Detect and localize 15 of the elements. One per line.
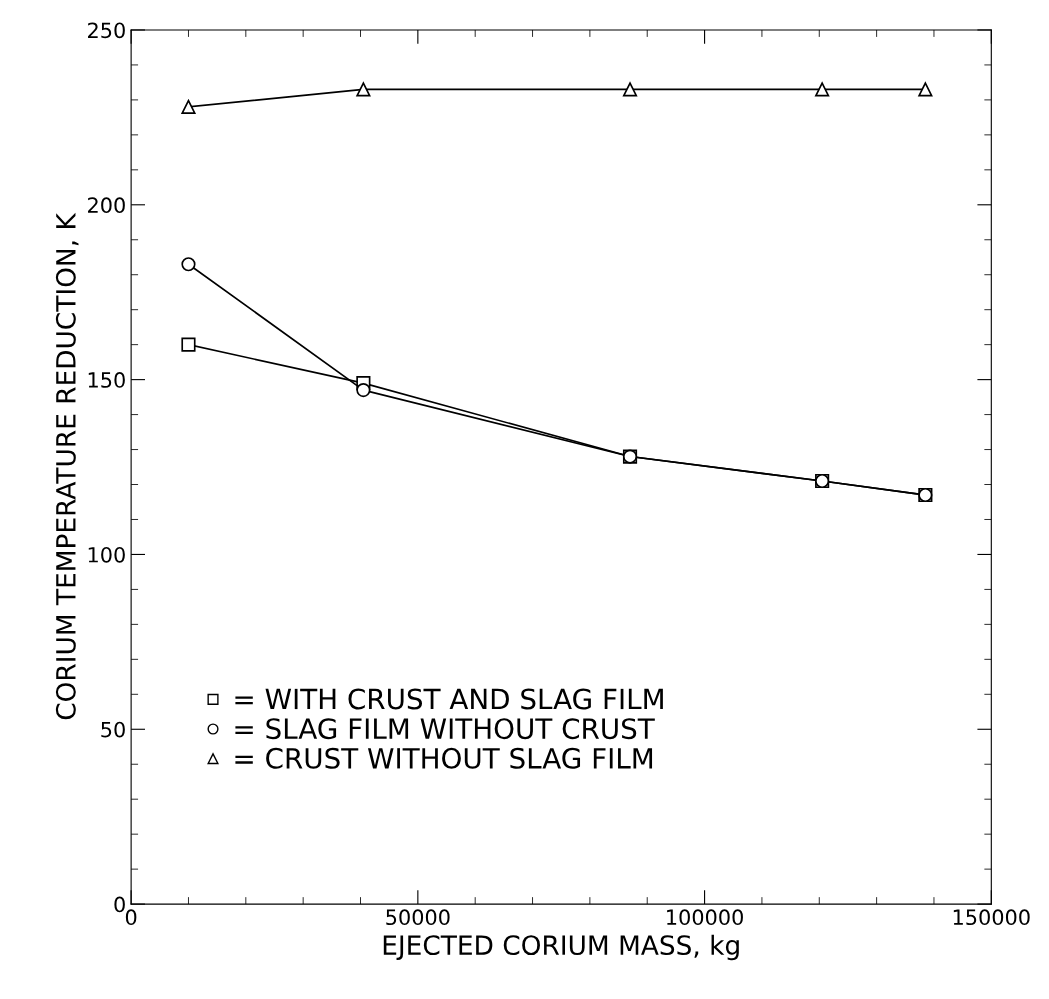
legend-label: = SLAG FILM WITHOUT CRUST: [235, 718, 655, 740]
legend-label: = WITH CRUST AND SLAG FILM: [235, 688, 663, 710]
y-tick-label: 50: [101, 721, 125, 738]
y-tick-label: 100: [88, 546, 125, 563]
y-tick-label: 0: [114, 896, 125, 913]
x-tick-label: 150000: [953, 909, 1030, 926]
x-tick-label: 100000: [667, 909, 743, 926]
x-axis-title: EJECTED CORIUM MASS, kg: [383, 934, 739, 961]
x-tick-label: 50000: [386, 909, 450, 926]
y-tick-label: 200: [88, 197, 125, 214]
y-tick-label: 150: [88, 372, 125, 388]
y-tick-label: 250: [88, 22, 125, 39]
x-tick-label: 0: [125, 909, 137, 926]
legend-label: = CRUST WITHOUT SLAG FILM: [235, 747, 653, 769]
y-axis-title: CORIUM TEMPERATURE REDUCTION, K: [55, 212, 79, 720]
